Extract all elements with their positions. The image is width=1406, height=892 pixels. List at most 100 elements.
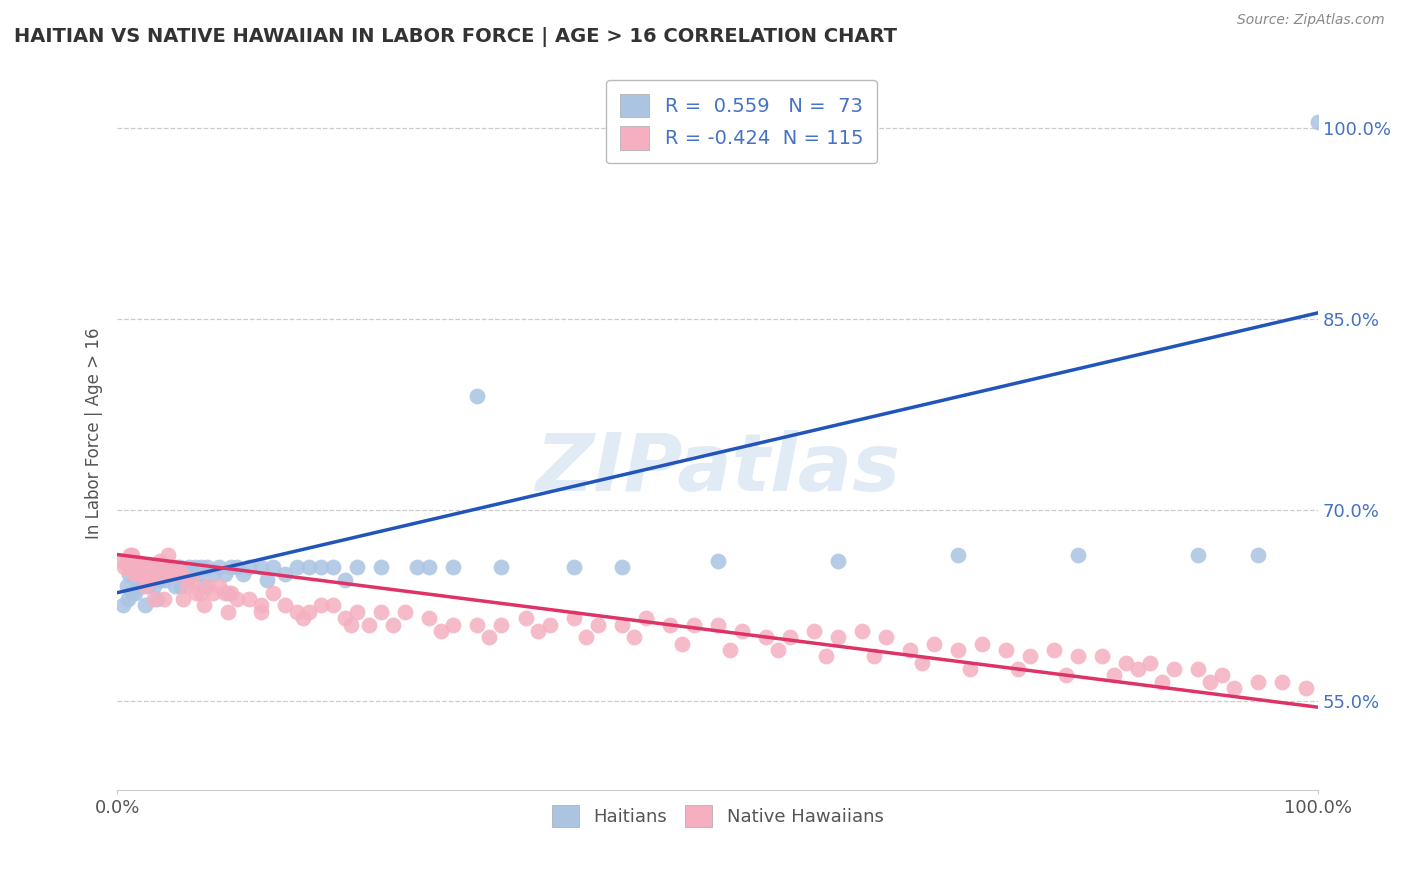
Point [340,617,363,632]
Point [1102,668,1125,682]
Point [946,643,969,657]
Point [208,560,231,574]
Point [120,548,142,562]
Point [274,566,297,581]
Point [195,579,218,593]
Point [112,599,135,613]
Point [1067,649,1090,664]
Point [134,599,156,613]
Point [370,605,392,619]
Point [121,585,143,599]
Point [124,554,146,568]
Point [129,566,152,581]
Point [298,560,321,574]
Point [1211,668,1233,682]
Point [911,656,934,670]
Point [145,560,167,574]
Point [124,585,146,599]
Point [418,611,440,625]
Point [274,599,297,613]
Legend: Haitians, Native Hawaiians: Haitians, Native Hawaiians [544,797,891,834]
Point [262,585,284,599]
Point [1054,668,1077,682]
Point [959,662,981,676]
Point [671,637,693,651]
Point [1163,662,1185,676]
Point [382,617,405,632]
Point [117,592,139,607]
Point [162,566,184,581]
Point [112,560,135,574]
Point [118,566,141,581]
Point [118,560,141,574]
Point [634,611,657,625]
Point [180,566,202,581]
Point [1187,548,1209,562]
Point [346,605,368,619]
Point [851,624,873,638]
Point [814,649,837,664]
Point [238,592,260,607]
Point [143,592,166,607]
Point [610,560,633,574]
Point [132,560,155,574]
Point [1223,681,1246,695]
Point [1247,548,1270,562]
Point [827,630,849,644]
Point [193,579,215,593]
Point [187,566,209,581]
Point [1187,662,1209,676]
Point [131,560,153,574]
Text: ZIPatlas: ZIPatlas [536,430,900,508]
Point [159,566,181,581]
Point [135,566,157,581]
Point [170,579,193,593]
Point [232,566,254,581]
Point [135,566,157,581]
Point [142,566,165,581]
Point [478,630,501,644]
Point [125,573,148,587]
Point [193,599,215,613]
Point [562,611,585,625]
Point [186,585,208,599]
Point [292,611,315,625]
Point [574,630,596,644]
Point [139,560,162,574]
Point [731,624,754,638]
Point [143,579,166,593]
Point [1007,662,1029,676]
Point [214,566,236,581]
Point [1019,649,1042,664]
Point [152,566,174,581]
Point [250,605,273,619]
Point [311,560,333,574]
Point [1126,662,1149,676]
Point [1295,681,1317,695]
Point [134,579,156,593]
Point [898,643,921,657]
Point [467,617,489,632]
Point [250,599,273,613]
Point [172,566,194,581]
Point [195,560,218,574]
Point [491,560,513,574]
Point [538,617,561,632]
Point [491,617,513,632]
Point [155,560,177,574]
Point [217,605,239,619]
Point [146,592,169,607]
Point [430,624,453,638]
Point [370,560,392,574]
Point [1139,656,1161,670]
Point [256,573,278,587]
Point [406,560,429,574]
Point [1150,674,1173,689]
Point [298,605,321,619]
Point [1115,656,1137,670]
Point [152,560,174,574]
Point [250,560,273,574]
Point [179,560,201,574]
Point [322,599,344,613]
Point [172,592,194,607]
